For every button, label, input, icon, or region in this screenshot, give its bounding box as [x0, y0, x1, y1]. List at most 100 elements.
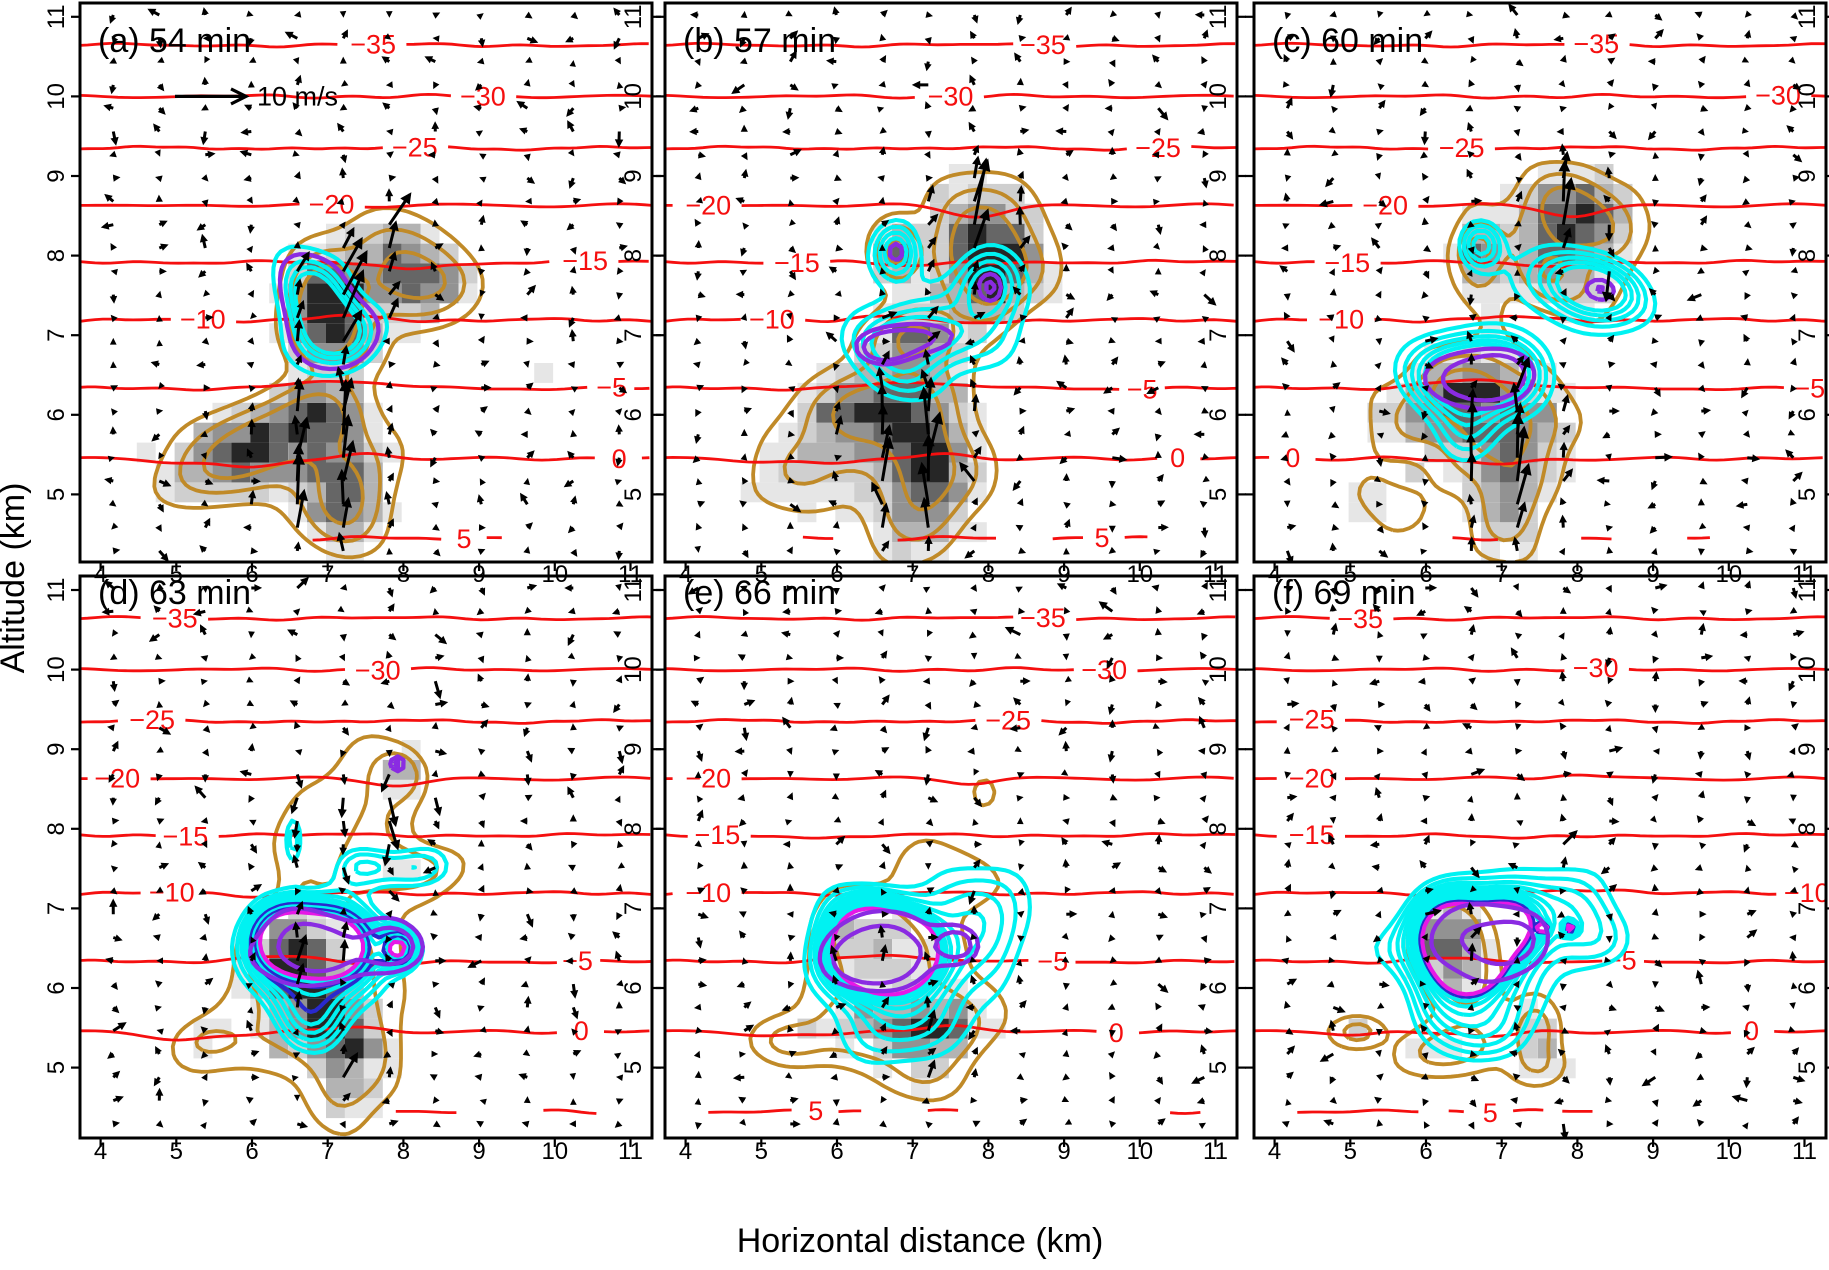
svg-text:−25: −25 — [1289, 705, 1335, 735]
svg-text:5: 5 — [808, 1096, 823, 1126]
svg-text:5: 5 — [620, 488, 647, 501]
svg-text:5: 5 — [1344, 1138, 1357, 1165]
svg-text:7: 7 — [1205, 902, 1232, 915]
svg-text:7: 7 — [620, 902, 647, 915]
svg-text:−5: −5 — [596, 373, 627, 403]
svg-text:10: 10 — [43, 83, 70, 110]
svg-text:11: 11 — [1205, 4, 1232, 29]
svg-text:8: 8 — [43, 822, 70, 835]
svg-text:6: 6 — [1205, 408, 1232, 421]
svg-text:−20: −20 — [685, 190, 731, 220]
svg-text:−15: −15 — [162, 821, 208, 851]
svg-text:−30: −30 — [355, 656, 401, 686]
svg-text:10: 10 — [1794, 83, 1821, 110]
svg-text:11: 11 — [1205, 578, 1232, 603]
svg-text:5: 5 — [755, 1138, 768, 1165]
svg-text:Altitude (km): Altitude (km) — [0, 483, 32, 674]
svg-text:10: 10 — [541, 1138, 568, 1165]
svg-text:−35: −35 — [1020, 30, 1066, 60]
svg-text:10: 10 — [1205, 83, 1232, 110]
svg-text:11: 11 — [43, 4, 70, 29]
svg-text:11: 11 — [618, 1138, 643, 1165]
svg-text:−20: −20 — [309, 190, 355, 220]
svg-text:8: 8 — [43, 249, 70, 262]
svg-text:−20: −20 — [94, 764, 140, 794]
svg-text:7: 7 — [43, 902, 70, 915]
svg-text:8: 8 — [1571, 1138, 1584, 1165]
svg-text:6: 6 — [620, 981, 647, 994]
svg-text:9: 9 — [1794, 743, 1821, 756]
svg-text:6: 6 — [830, 1138, 843, 1165]
svg-text:−10: −10 — [685, 878, 731, 908]
svg-text:7: 7 — [1205, 329, 1232, 342]
svg-text:10: 10 — [1205, 656, 1232, 683]
svg-text:−30: −30 — [1573, 653, 1619, 683]
svg-text:(b) 57 min: (b) 57 min — [683, 22, 836, 60]
svg-text:−25: −25 — [1439, 133, 1485, 163]
svg-text:−10: −10 — [1318, 304, 1364, 334]
svg-text:10: 10 — [1126, 1138, 1153, 1165]
svg-text:8: 8 — [1794, 822, 1821, 835]
svg-text:10: 10 — [1794, 656, 1821, 683]
svg-text:8: 8 — [620, 822, 647, 835]
svg-text:4: 4 — [94, 1138, 107, 1165]
svg-text:8: 8 — [620, 249, 647, 262]
svg-text:7: 7 — [1495, 1138, 1508, 1165]
svg-text:−35: −35 — [350, 30, 396, 60]
svg-text:8: 8 — [982, 1138, 995, 1165]
svg-text:−25: −25 — [1135, 133, 1181, 163]
svg-text:5: 5 — [456, 524, 471, 554]
svg-text:9: 9 — [620, 169, 647, 182]
svg-text:4: 4 — [679, 1138, 692, 1165]
svg-text:10: 10 — [620, 83, 647, 110]
svg-text:−15: −15 — [774, 248, 820, 278]
svg-text:5: 5 — [1794, 488, 1821, 501]
svg-text:7: 7 — [43, 329, 70, 342]
svg-text:0: 0 — [1170, 443, 1185, 473]
svg-text:6: 6 — [620, 408, 647, 421]
svg-text:6: 6 — [1794, 981, 1821, 994]
svg-text:−10: −10 — [149, 878, 195, 908]
svg-text:−35: −35 — [1573, 29, 1619, 59]
svg-text:0: 0 — [1744, 1016, 1759, 1046]
svg-text:0: 0 — [1285, 443, 1300, 473]
svg-text:0: 0 — [1109, 1018, 1124, 1048]
svg-text:7: 7 — [321, 1138, 334, 1165]
svg-text:−10: −10 — [749, 304, 795, 334]
svg-text:10: 10 — [43, 656, 70, 683]
svg-text:6: 6 — [1205, 981, 1232, 994]
svg-text:11: 11 — [1792, 1138, 1817, 1165]
svg-text:−15: −15 — [1289, 820, 1335, 850]
svg-text:−10: −10 — [180, 304, 226, 334]
svg-text:9: 9 — [1057, 1138, 1070, 1165]
svg-text:−30: −30 — [1081, 655, 1127, 685]
svg-text:−30: −30 — [460, 82, 506, 112]
svg-text:7: 7 — [620, 329, 647, 342]
svg-text:(f) 69 min: (f) 69 min — [1272, 574, 1416, 612]
svg-text:5: 5 — [43, 1061, 70, 1074]
svg-text:11: 11 — [620, 4, 647, 29]
svg-text:9: 9 — [1646, 1138, 1659, 1165]
svg-text:10: 10 — [620, 656, 647, 683]
svg-text:(a) 54 min: (a) 54 min — [98, 22, 251, 60]
svg-text:−15: −15 — [694, 820, 740, 850]
svg-text:11: 11 — [1203, 1138, 1228, 1165]
svg-text:−20: −20 — [685, 764, 731, 794]
svg-text:(c) 60 min: (c) 60 min — [1272, 22, 1423, 60]
svg-text:6: 6 — [1794, 408, 1821, 421]
svg-text:8: 8 — [1794, 249, 1821, 262]
svg-text:10 m/s: 10 m/s — [257, 81, 338, 111]
svg-text:9: 9 — [1794, 169, 1821, 182]
svg-text:5: 5 — [1205, 1061, 1232, 1074]
svg-text:(e) 66 min: (e) 66 min — [683, 574, 836, 612]
svg-text:−20: −20 — [1289, 764, 1335, 794]
svg-text:9: 9 — [1205, 743, 1232, 756]
svg-text:6: 6 — [43, 408, 70, 421]
svg-text:5: 5 — [170, 1138, 183, 1165]
svg-text:0: 0 — [574, 1016, 589, 1046]
svg-text:11: 11 — [1794, 4, 1821, 29]
svg-text:−25: −25 — [392, 132, 438, 162]
svg-text:5: 5 — [1794, 1061, 1821, 1074]
svg-text:11: 11 — [1794, 578, 1821, 603]
svg-text:6: 6 — [245, 1138, 258, 1165]
